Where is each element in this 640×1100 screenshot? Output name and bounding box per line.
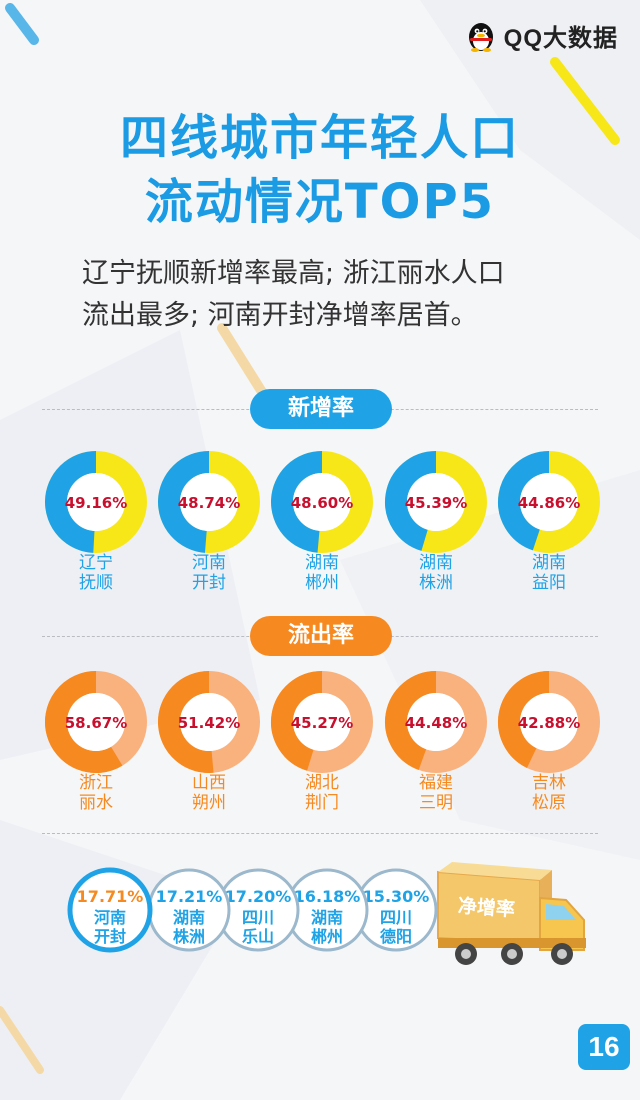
donut-hole bbox=[67, 693, 125, 751]
donut-hole bbox=[407, 473, 465, 531]
city-label: 四川 bbox=[380, 908, 412, 927]
city-label: 丽水 bbox=[79, 793, 113, 813]
donut-value-arc bbox=[385, 671, 437, 770]
net-rate-value: 17.71% bbox=[77, 887, 144, 906]
city-label: 三明 bbox=[419, 793, 453, 813]
summary-line2: 流出最多; 河南开封净增率居首。 bbox=[82, 300, 478, 331]
city-label: 湖南 bbox=[305, 553, 339, 573]
city-label: 松原 bbox=[532, 793, 566, 813]
net-rate-badge: 17.71% 河南开封 bbox=[67, 867, 153, 953]
city-label: 郴州 bbox=[305, 573, 339, 593]
city-label: 株洲 bbox=[173, 927, 205, 946]
donut-value-label: 51.42% bbox=[178, 714, 240, 732]
city-label: 湖南 bbox=[173, 908, 205, 927]
page-title-line1: 四线城市年轻人口 bbox=[119, 110, 520, 166]
city-label: 河南 bbox=[192, 553, 226, 573]
donut-value-arc bbox=[385, 451, 437, 551]
donut-value-label: 49.16% bbox=[65, 494, 127, 512]
page-title-line2: 流动情况TOP5 bbox=[144, 174, 496, 230]
donut-hole bbox=[520, 693, 578, 751]
city-label: 德阳 bbox=[380, 927, 412, 946]
city-label: 山西 bbox=[192, 773, 226, 793]
net-rate-value: 17.21% bbox=[156, 887, 223, 906]
page-number: 16 bbox=[578, 1024, 630, 1070]
donut-value-arc bbox=[158, 451, 210, 553]
city-label: 福建 bbox=[419, 773, 453, 793]
donut-value-label: 45.39% bbox=[405, 494, 467, 512]
donut-value-label: 58.67% bbox=[65, 714, 127, 732]
donut-value-arc bbox=[498, 451, 550, 551]
donut-hole bbox=[293, 693, 351, 751]
city-label: 益阳 bbox=[532, 573, 566, 593]
donut-hole bbox=[520, 473, 578, 531]
donut-chart: 48.74% 河南开封 bbox=[158, 451, 260, 593]
donut-hole bbox=[293, 473, 351, 531]
badge-ring bbox=[67, 867, 153, 953]
donut-chart: 58.67% 浙江丽水 bbox=[45, 671, 147, 813]
donut-value-label: 45.27% bbox=[291, 714, 353, 732]
brand-logo: QQ大数据 bbox=[464, 18, 618, 53]
city-label: 浙江 bbox=[79, 773, 113, 793]
penguin-icon bbox=[468, 22, 493, 52]
summary-line1: 辽宁抚顺新增率最高; 浙江丽水人口 bbox=[82, 258, 505, 289]
city-label: 四川 bbox=[242, 908, 274, 927]
net-rate-row: 15.30%四川德阳16.18%湖南郴州17.20%四川乐山17.21%湖南株洲… bbox=[67, 862, 586, 965]
city-label: 吉林 bbox=[532, 773, 566, 793]
city-label: 开封 bbox=[94, 927, 126, 946]
city-label: 郴州 bbox=[311, 927, 343, 946]
net-rate-value: 16.18% bbox=[294, 887, 361, 906]
donut-value-arc bbox=[158, 671, 214, 773]
city-label: 开封 bbox=[192, 573, 226, 593]
donut-value-label: 44.86% bbox=[518, 494, 580, 512]
city-label: 辽宁 bbox=[79, 553, 113, 573]
donut-hole bbox=[180, 693, 238, 751]
donut-value-arc bbox=[498, 671, 550, 768]
brand-name: QQ大数据 bbox=[503, 25, 618, 52]
donut-value-arc bbox=[45, 671, 123, 773]
donut-chart: 49.16% 辽宁抚顺 bbox=[45, 451, 147, 593]
truck-label: 净增率 bbox=[457, 894, 515, 921]
city-label: 荆门 bbox=[305, 793, 339, 813]
city-label: 乐山 bbox=[242, 927, 274, 946]
truck-icon: 净增率 bbox=[437, 862, 586, 965]
section-pill-outflow-rate: 流出率 bbox=[250, 616, 392, 656]
city-label: 湖南 bbox=[311, 908, 343, 927]
donut-hole bbox=[180, 473, 238, 531]
city-label: 湖北 bbox=[305, 773, 339, 793]
city-label: 湖南 bbox=[419, 553, 453, 573]
donut-hole bbox=[407, 693, 465, 751]
donut-value-arc bbox=[271, 451, 323, 553]
city-label: 株洲 bbox=[419, 573, 453, 593]
city-label: 朔州 bbox=[192, 793, 226, 813]
city-label: 湖南 bbox=[532, 553, 566, 573]
net-rate-value: 17.20% bbox=[225, 887, 292, 906]
donut-value-label: 48.74% bbox=[178, 494, 240, 512]
donut-hole bbox=[67, 473, 125, 531]
donut-value-label: 42.88% bbox=[518, 714, 580, 732]
donut-value-label: 44.48% bbox=[405, 714, 467, 732]
net-rate-value: 15.30% bbox=[363, 887, 430, 906]
section-pill-new-rate: 新增率 bbox=[250, 389, 392, 429]
city-label: 抚顺 bbox=[79, 573, 113, 593]
city-label: 河南 bbox=[94, 908, 126, 927]
divider bbox=[42, 833, 598, 834]
donut-value-arc bbox=[271, 671, 323, 771]
donut-value-arc bbox=[45, 451, 97, 553]
new-rate-donut-row: 49.16%辽宁抚顺48.74%河南开封48.60%湖南郴州45.39%湖南株洲… bbox=[45, 451, 600, 593]
donut-value-label: 48.60% bbox=[291, 494, 353, 512]
